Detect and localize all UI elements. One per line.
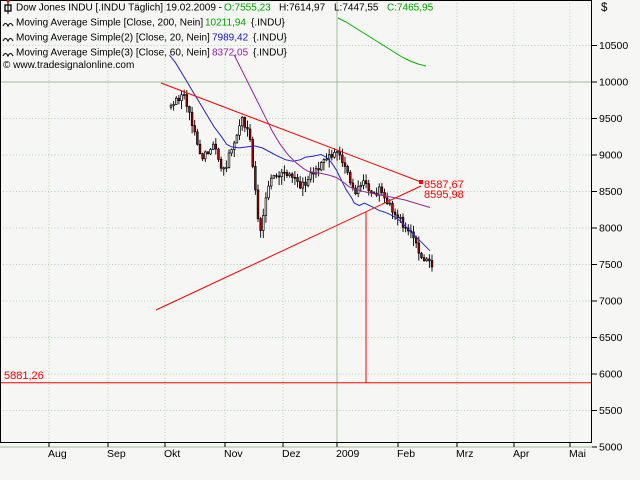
svg-text:6500: 6500 — [599, 332, 623, 344]
svg-text:Okt: Okt — [164, 448, 180, 460]
svg-text:6000: 6000 — [599, 369, 623, 381]
svg-text:C:7465,95: C:7465,95 — [387, 3, 434, 14]
svg-text:7989,42: 7989,42 — [212, 33, 249, 44]
svg-text:5881,26: 5881,26 — [4, 370, 44, 382]
svg-text:8500: 8500 — [599, 186, 623, 198]
svg-text:Dez: Dez — [282, 448, 301, 460]
svg-text:Dow Jones INDU [.INDU Täglich: Dow Jones INDU [.INDU Täglich] 19.02.200… — [16, 3, 222, 14]
svg-text:{.INDU}: {.INDU} — [251, 18, 286, 29]
svg-text:10500: 10500 — [599, 40, 628, 52]
svg-text:Feb: Feb — [397, 448, 415, 460]
svg-text:Sep: Sep — [107, 448, 126, 460]
svg-text:Moving Average Simple [Close,: Moving Average Simple [Close, 200, Nein] — [16, 18, 203, 29]
svg-text:Nov: Nov — [224, 448, 243, 460]
svg-text:Mrz: Mrz — [456, 448, 474, 460]
svg-text:5000: 5000 — [599, 442, 623, 454]
svg-text:8000: 8000 — [599, 223, 623, 235]
svg-text:9000: 9000 — [599, 150, 623, 162]
svg-text:8595,98: 8595,98 — [424, 189, 464, 201]
svg-text:Moving Average Simple(3) [Clos: Moving Average Simple(3) [Close, 60, Nei… — [16, 48, 210, 59]
svg-text:Mai: Mai — [569, 448, 586, 460]
svg-text:O:7555,23: O:7555,23 — [224, 3, 271, 14]
svg-text:7000: 7000 — [599, 296, 623, 308]
svg-text:Aug: Aug — [48, 448, 67, 460]
svg-text:{.INDU}: {.INDU} — [253, 48, 288, 59]
svg-text:Moving Average Simple(2) [Clos: Moving Average Simple(2) [Close, 20, Nei… — [16, 33, 210, 44]
svg-text:{.INDU}: {.INDU} — [253, 33, 288, 44]
svg-text:5500: 5500 — [599, 405, 623, 417]
svg-text:8372,05: 8372,05 — [212, 48, 249, 59]
svg-text:7500: 7500 — [599, 259, 623, 271]
svg-text:© www.tradesignalonline.com: © www.tradesignalonline.com — [3, 60, 134, 71]
svg-text:10000: 10000 — [599, 77, 628, 89]
svg-text:2009: 2009 — [336, 448, 360, 460]
svg-text:10211,94: 10211,94 — [205, 18, 246, 29]
svg-text:L:7447,55: L:7447,55 — [334, 3, 379, 14]
svg-text:9500: 9500 — [599, 113, 623, 125]
svg-text:H:7614,97: H:7614,97 — [279, 3, 326, 14]
svg-text:$: $ — [601, 2, 608, 14]
svg-text:Apr: Apr — [513, 448, 530, 460]
